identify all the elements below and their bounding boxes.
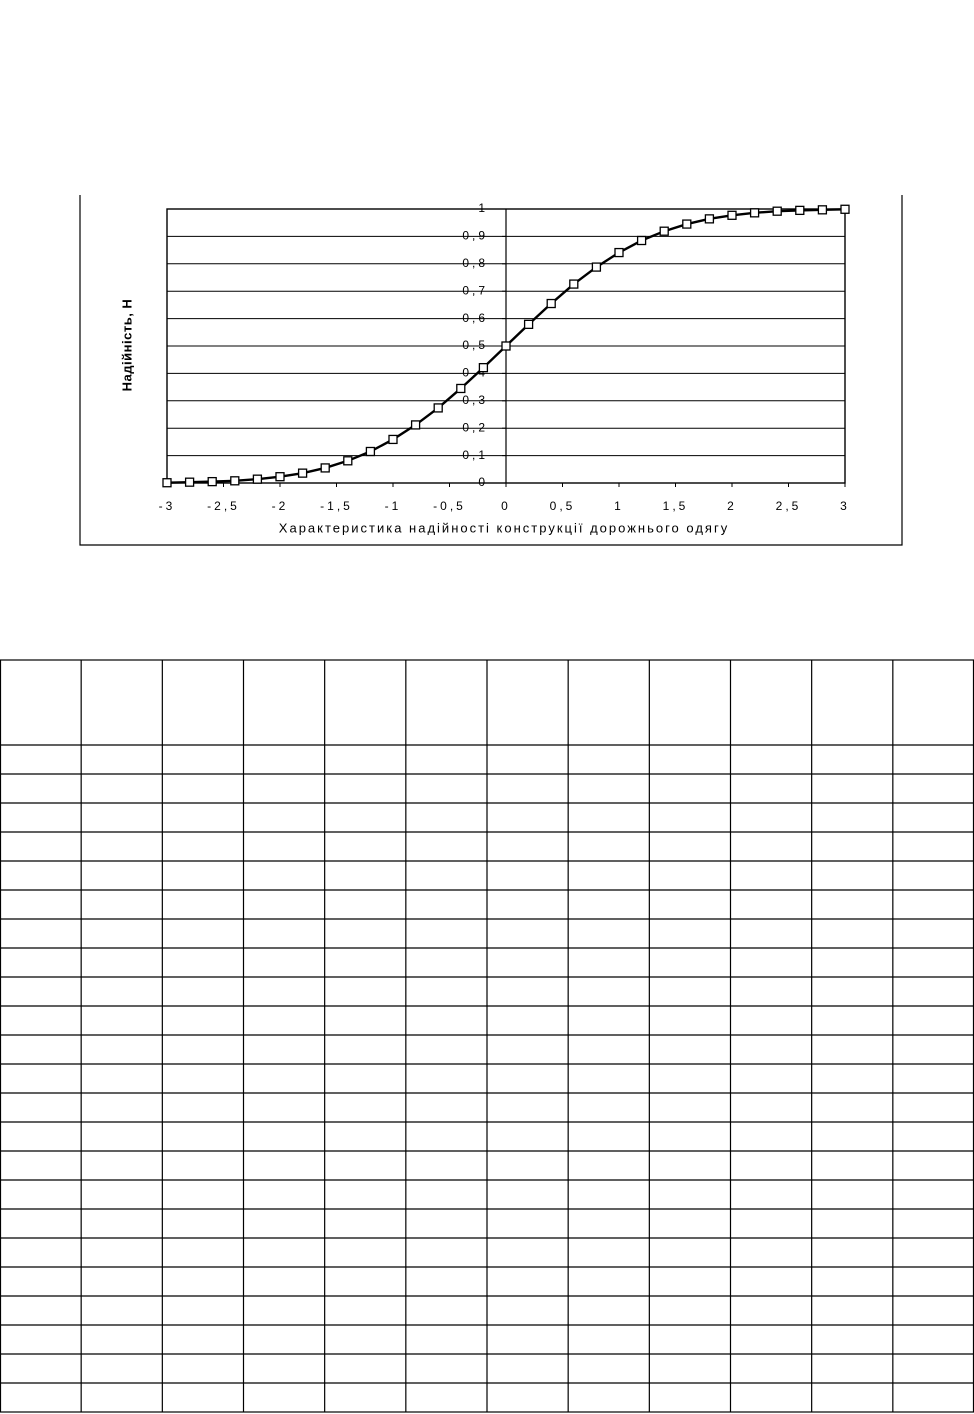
data-point: [523, 319, 534, 330]
x-tick-label: -1,5: [320, 499, 353, 513]
data-point: [162, 478, 172, 488]
data-point: [297, 468, 308, 478]
data-point: [591, 262, 602, 272]
x-tick-label: 1: [614, 499, 624, 513]
data-point: [772, 206, 782, 216]
data-point: [795, 205, 805, 216]
y-tick-label: 0,9: [462, 229, 488, 243]
y-tick-label: 0,6: [462, 311, 488, 325]
y-tick-label: 1: [478, 201, 488, 215]
data-point: [275, 472, 285, 482]
data-point: [727, 210, 737, 220]
data-point: [501, 341, 511, 351]
data-point: [614, 247, 624, 258]
data-point: [388, 434, 398, 445]
x-axis-title: Характеристика надійності конструкції до…: [279, 520, 729, 535]
data-point: [569, 279, 579, 289]
x-tick-label: 0: [501, 499, 511, 513]
x-tick-label: 1,5: [663, 499, 689, 513]
x-tick-label: 2,5: [776, 499, 802, 513]
data-point: [252, 474, 263, 484]
x-tick-label: 2: [727, 499, 737, 513]
y-tick-label: 0,8: [462, 256, 488, 270]
y-tick-label: 0,1: [462, 448, 488, 462]
data-point: [840, 204, 850, 214]
data-point: [320, 463, 330, 473]
data-point: [230, 476, 240, 486]
data-point: [365, 446, 376, 457]
data-point: [704, 214, 715, 224]
data-point: [433, 403, 443, 413]
y-tick-label: 0,7: [462, 283, 488, 297]
data-point: [546, 298, 556, 309]
x-tick-label: -2: [272, 499, 289, 513]
x-tick-label: -0,5: [433, 499, 466, 513]
data-point: [456, 383, 466, 394]
y-axis-title: Надійність, Н: [119, 299, 134, 392]
data-point: [207, 476, 217, 487]
data-point: [749, 208, 760, 218]
x-tick-label: -2,5: [207, 499, 240, 513]
chart-frame: [79, 195, 903, 546]
data-point: [817, 205, 828, 215]
data-point: [343, 456, 353, 466]
table: [0, 659, 974, 1413]
x-tick-label: -3: [159, 499, 176, 513]
data-point: [659, 226, 669, 236]
y-tick-label: 0,2: [462, 420, 488, 434]
x-tick-label: 0,5: [550, 499, 576, 513]
data-point: [184, 477, 195, 487]
y-tick-label: 0,3: [462, 393, 488, 407]
x-tick-label: -1: [385, 499, 402, 513]
data-point: [410, 420, 421, 430]
y-tick-label: 0: [478, 475, 488, 489]
data-point: [682, 219, 692, 229]
y-tick-label: 0,5: [462, 338, 488, 352]
x-tick-label: 3: [840, 499, 850, 513]
data-point: [478, 362, 489, 373]
data-point: [636, 235, 647, 246]
plot-border: [166, 208, 846, 484]
